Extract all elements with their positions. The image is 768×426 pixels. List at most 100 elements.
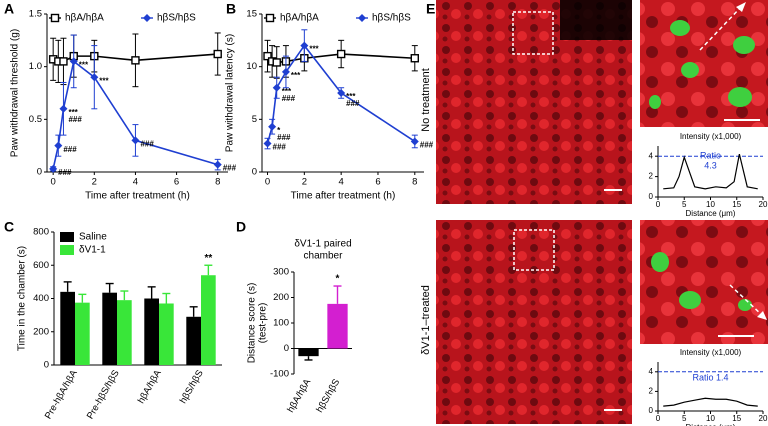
x-tick-label: 0 [51, 177, 56, 188]
x-tick-label: hβA/hβA [285, 377, 313, 415]
y-tick-label: 10 [246, 61, 257, 72]
marker [59, 57, 68, 66]
bar [159, 303, 174, 365]
arrow-head [736, 2, 746, 12]
significance: *** [346, 92, 356, 101]
zoom-untreated [640, 0, 768, 127]
marker [410, 137, 419, 146]
x-tick-label: 2 [92, 177, 97, 188]
marker [281, 67, 290, 76]
legend-marker [143, 14, 151, 22]
significance: *** [309, 45, 319, 54]
arrow [729, 284, 764, 317]
significance: ### [273, 143, 287, 152]
micrographs [436, 0, 768, 424]
marker [263, 51, 272, 61]
x-tick-label: 15 [732, 200, 741, 209]
y-tick-label: 4 [649, 367, 654, 376]
panel-label: E [426, 1, 435, 17]
x-tick-label: 10 [706, 414, 715, 423]
significance: *** [68, 108, 78, 117]
y-tick-label: 2 [649, 172, 654, 181]
chart-title: Intensity (x1,000) [680, 132, 742, 141]
legend-label: hβS/hβS [157, 13, 196, 24]
x-tick-label: hβS/hβS [314, 377, 342, 414]
y-tick-label: 0 [252, 167, 257, 178]
significance: ### [346, 99, 360, 108]
x-tick-label: 8 [215, 177, 220, 188]
chart-title: chamber [304, 251, 344, 262]
significance: ** [204, 253, 212, 264]
legend-label: hβS/hβS [372, 13, 411, 24]
panel-label: B [226, 1, 236, 17]
marker [131, 136, 140, 145]
marker [337, 89, 346, 97]
y-tick-label: 0 [44, 360, 49, 371]
y-tick-label: 400 [33, 293, 49, 304]
marker [69, 57, 78, 66]
significance: ### [58, 168, 72, 177]
chart-title: δV1-1 paired [294, 239, 351, 250]
y-tick-label: 600 [33, 260, 49, 271]
y-tick-label: 1.5 [29, 9, 42, 20]
x-axis-label: Distance (μm) [686, 209, 736, 218]
y-tick-label: 0 [37, 167, 42, 178]
y-tick-label: 0 [284, 343, 289, 354]
significance: ### [277, 133, 291, 142]
arrow [699, 5, 743, 51]
legend-marker [50, 13, 60, 23]
marker [300, 41, 309, 50]
x-tick-label: 8 [412, 177, 417, 188]
x-tick-label: 5 [682, 200, 687, 209]
significance: ### [223, 164, 237, 173]
bar [201, 275, 216, 365]
x-tick-label: 4 [339, 177, 344, 188]
x-tick-label: 6 [375, 177, 380, 188]
y-tick-label: 2 [649, 387, 654, 396]
y-axis-label: Time in the chamber (s) [17, 246, 28, 351]
bar [102, 292, 117, 365]
marker [336, 49, 346, 59]
marker [263, 139, 272, 148]
significance: *** [282, 87, 292, 96]
marker [59, 104, 68, 113]
bar [186, 316, 201, 365]
row-label: No treatment [420, 68, 432, 132]
x-axis-label: Time after treatment (h) [85, 191, 190, 202]
chart: B 0 5 10 15 Paw withdrawal latency (s) 0 2 4 6 8 Ti… [225, 1, 434, 202]
y-tick-label: 5 [252, 114, 257, 125]
y-tick-label: 1.0 [29, 61, 42, 72]
x-axis-label: Time after treatment (h) [291, 191, 396, 202]
legend-marker [358, 14, 366, 22]
arrow-head [757, 311, 767, 320]
x-axis-label: Distance (μm) [686, 423, 736, 426]
marker [49, 164, 58, 173]
significance: ### [68, 115, 82, 124]
x-tick-label: 6 [174, 177, 179, 188]
y-tick-label: 200 [273, 292, 289, 303]
legend-label: δV1-1 [79, 245, 106, 256]
legend-label: Saline [79, 232, 107, 243]
marker [272, 83, 281, 92]
y-tick-label: 300 [273, 267, 289, 278]
panel-label: C [4, 219, 14, 235]
roi-box [512, 11, 554, 55]
bar [60, 291, 75, 365]
y-tick-label: 0 [649, 192, 654, 201]
x-tick-label: hβA/hβA [136, 368, 164, 406]
panel-label: A [4, 1, 14, 17]
significance: *** [291, 71, 301, 80]
marker [410, 54, 419, 63]
marker [268, 122, 277, 131]
x-tick-label: 0 [656, 414, 661, 423]
x-tick-label: 2 [302, 177, 307, 188]
ratio-label: Ratio [700, 150, 721, 160]
y-tick-label: 0.5 [29, 114, 42, 125]
x-tick-label: 4 [133, 177, 138, 188]
chart-title: Intensity (x1,000) [680, 348, 742, 357]
chart: E No treatment 0 2 4 Intensity (x1,000) 0 5 10 15… [420, 1, 768, 218]
legend-label: hβA/hβA [65, 13, 104, 24]
x-tick-label: 15 [732, 414, 741, 423]
panel-label: D [236, 219, 246, 235]
